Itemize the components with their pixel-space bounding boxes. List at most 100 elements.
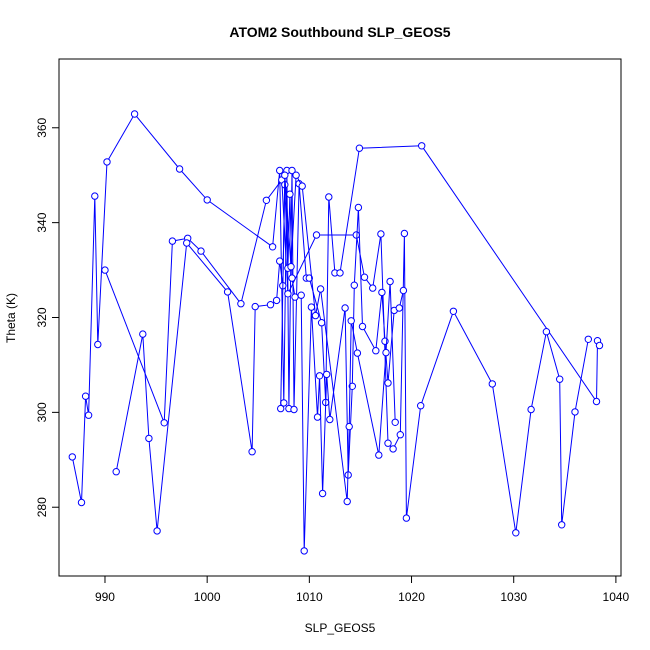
data-point (527, 405, 535, 414)
y-tick-label: 340 (35, 212, 49, 232)
data-point (556, 375, 564, 383)
data-point (395, 304, 403, 312)
data-point (345, 422, 353, 431)
data-point (315, 372, 324, 380)
data-point (101, 266, 109, 274)
data-point (197, 247, 205, 255)
y-axis-label: Theta (K) (4, 293, 18, 343)
data-point (237, 300, 245, 308)
data-point (360, 273, 369, 281)
data-point (262, 196, 271, 205)
data-point (350, 281, 358, 289)
data-point (316, 285, 325, 293)
data-point (384, 379, 392, 387)
data-point (418, 142, 426, 150)
data-point (358, 322, 367, 331)
x-axis: 990 1000 1010 1020 1030 1040 (95, 576, 630, 604)
x-tick-label: 1000 (194, 590, 221, 604)
data-point (276, 257, 284, 265)
data-point (402, 514, 411, 522)
data-point (378, 288, 386, 297)
data-point (584, 335, 592, 343)
data-point (386, 277, 394, 286)
data-point (91, 192, 99, 200)
data-point (281, 171, 289, 179)
data-point (317, 319, 326, 327)
data-point (153, 527, 161, 535)
data-point (354, 203, 363, 212)
data-point (372, 347, 380, 355)
data-point (399, 286, 408, 295)
data-point (292, 171, 300, 179)
data-point (298, 182, 306, 190)
data-point (287, 263, 295, 271)
series-line (71, 113, 600, 503)
data-point (449, 307, 458, 315)
data-point (277, 404, 285, 413)
x-tick-label: 1020 (398, 590, 425, 604)
data-point (168, 237, 177, 245)
data-point (77, 498, 86, 507)
data-point (512, 529, 520, 537)
data-point (323, 370, 331, 379)
data-point (347, 317, 355, 325)
data-point (336, 269, 344, 277)
data-point (369, 284, 377, 292)
data-point (375, 451, 383, 459)
y-tick-label: 320 (35, 307, 49, 327)
data-point (558, 521, 566, 529)
data-point (94, 340, 102, 349)
data-point (288, 166, 296, 175)
data-point (284, 290, 292, 298)
x-tick-label: 1040 (603, 590, 630, 604)
data-point (300, 547, 308, 555)
data-point (313, 413, 322, 421)
data-point (272, 296, 281, 305)
data-point (348, 382, 356, 390)
data-point (382, 348, 390, 357)
data-point (266, 301, 275, 309)
data-point (542, 328, 551, 336)
data-point (103, 158, 111, 166)
data-point (68, 453, 77, 461)
y-tick-label: 360 (35, 117, 49, 137)
data-point (291, 293, 299, 301)
data-point (112, 468, 120, 476)
chart-title: ATOM2 Southbound SLP_GEOS5 (229, 24, 450, 40)
x-tick-label: 990 (95, 590, 115, 604)
data-point (130, 110, 139, 118)
data-point (352, 231, 360, 239)
data-point (389, 445, 397, 453)
data-point (203, 196, 211, 204)
x-axis-label: SLP_GEOS5 (305, 621, 376, 635)
plot-frame (58, 58, 622, 577)
data-point (145, 434, 153, 443)
data-point (318, 489, 327, 498)
y-tick-label: 300 (35, 402, 49, 422)
data-point (307, 303, 316, 311)
data-point (377, 230, 385, 238)
data-point (396, 431, 404, 439)
data-point (297, 291, 305, 299)
data-point (355, 144, 364, 152)
data-point (81, 392, 90, 400)
data-point (183, 239, 191, 247)
y-axis: 280 300 320 340 360 (35, 117, 59, 517)
data-point (353, 349, 362, 357)
data-point (325, 193, 333, 201)
x-tick-label: 1010 (296, 590, 323, 604)
data-point (290, 405, 298, 414)
data-point (268, 243, 277, 251)
data-point (276, 166, 284, 175)
series-group (68, 110, 604, 555)
data-point (175, 165, 184, 173)
data-point (139, 330, 147, 338)
data-point (343, 497, 351, 506)
data-point (312, 231, 321, 239)
data-point (160, 419, 168, 427)
series-4 (277, 171, 399, 506)
data-point (592, 397, 601, 406)
data-point (341, 304, 349, 312)
data-point (288, 274, 296, 282)
